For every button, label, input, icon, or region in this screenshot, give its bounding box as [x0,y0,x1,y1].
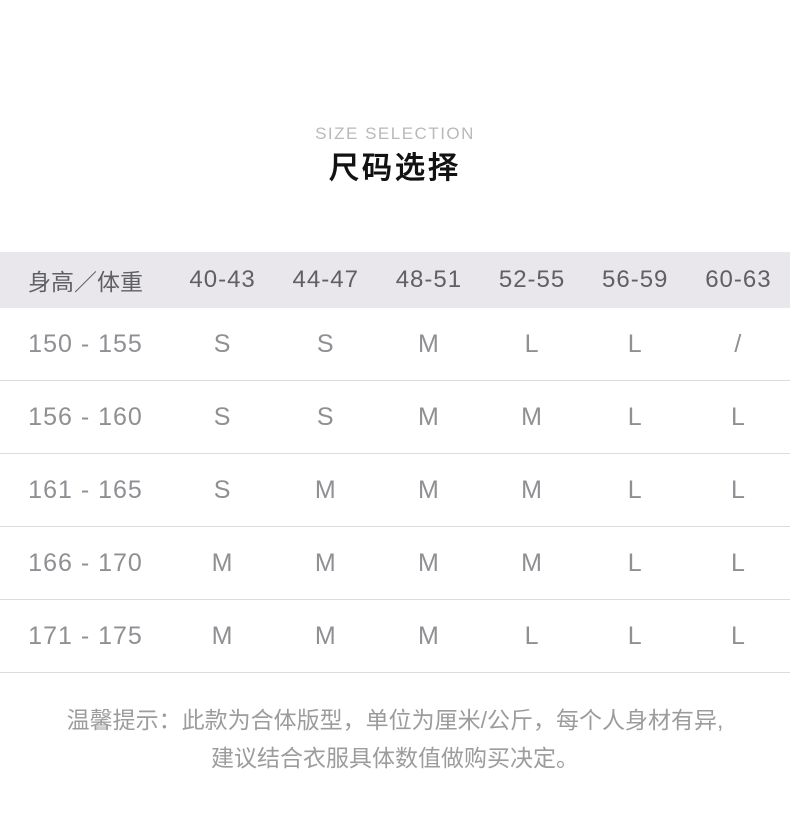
size-cell: M [480,380,584,454]
height-range-cell: 150 - 155 [0,308,171,381]
size-cell: L [686,526,790,600]
header-cell-weight-range: 48-51 [377,252,481,308]
size-cell: L [583,308,687,381]
size-cell: M [377,453,481,527]
size-table-row: 161 - 165 S M M M L L [0,453,790,527]
size-cell: M [377,599,481,673]
note-line-1: 温馨提示：此款为合体版型，单位为厘米/公斤，每个人身材有异, [66,707,724,733]
size-table-header-row: 身高／体重 40-43 44-47 48-51 52-55 56-59 60-6… [0,252,790,308]
size-table-row: 156 - 160 S S M M L L [0,380,790,454]
size-cell: M [171,526,275,600]
header-cell-weight-range: 56-59 [583,252,687,308]
size-cell: M [377,308,481,381]
header-cell-weight-range: 52-55 [480,252,584,308]
size-cell: L [686,599,790,673]
size-cell: L [583,526,687,600]
size-cell: S [171,308,275,381]
size-cell: M [274,453,378,527]
size-cell: L [583,599,687,673]
size-cell: L [583,380,687,454]
size-cell: S [274,380,378,454]
size-cell: S [171,453,275,527]
size-table: 身高／体重 40-43 44-47 48-51 52-55 56-59 60-6… [0,252,790,673]
header-cell-weight-range: 60-63 [686,252,790,308]
size-cell: M [377,526,481,600]
size-table-row: 171 - 175 M M M L L L [0,599,790,673]
height-range-cell: 161 - 165 [0,453,171,527]
size-table-row: 150 - 155 S S M L L / [0,308,790,381]
size-cell: S [171,380,275,454]
size-cell: M [274,599,378,673]
size-cell: L [686,453,790,527]
header-cell-height-weight: 身高／体重 [0,252,171,308]
header-cell-weight-range: 44-47 [274,252,378,308]
note-line-2: 建议结合衣服具体数值做购买决定。 [211,745,579,771]
section-subtitle-en: SIZE SELECTION [315,124,475,143]
size-cell: M [274,526,378,600]
reminder-note: 温馨提示：此款为合体版型，单位为厘米/公斤，每个人身材有异, 建议结合衣服具体数… [0,701,790,777]
size-cell: L [686,380,790,454]
size-cell: M [480,453,584,527]
height-range-cell: 156 - 160 [0,380,171,454]
size-cell: L [480,308,584,381]
size-cell: M [171,599,275,673]
size-cell: / [686,308,790,381]
size-cell: M [480,526,584,600]
size-cell: S [274,308,378,381]
section-title: 尺码选择 [329,152,461,185]
size-table-row: 166 - 170 M M M M L L [0,526,790,600]
header-cell-weight-range: 40-43 [171,252,275,308]
height-range-cell: 171 - 175 [0,599,171,673]
size-cell: L [583,453,687,527]
size-cell: M [377,380,481,454]
size-cell: L [480,599,584,673]
height-range-cell: 166 - 170 [0,526,171,600]
